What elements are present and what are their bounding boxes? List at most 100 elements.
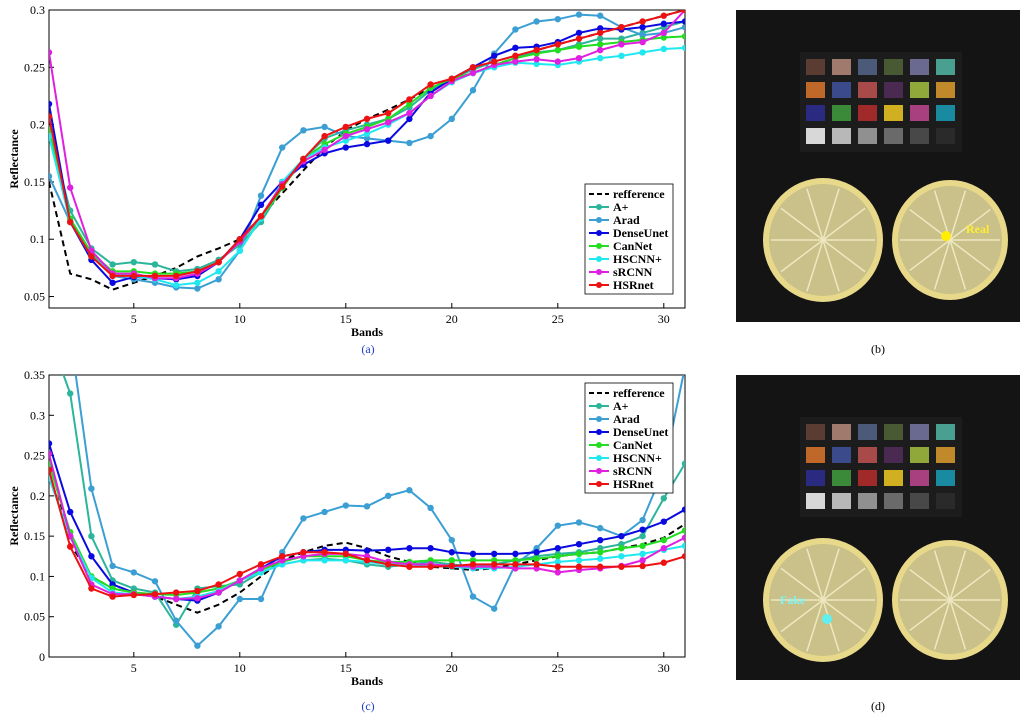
data-point (88, 532, 95, 540)
data-point (385, 546, 392, 554)
data-point (639, 32, 646, 39)
legend-label: CanNet (613, 239, 652, 253)
legend-label: HSRnet (613, 477, 654, 491)
data-point (639, 18, 646, 25)
legend-marker (596, 204, 602, 210)
y-tick-label: 0.3 (30, 3, 45, 17)
data-point (597, 25, 604, 32)
data-point (406, 563, 413, 570)
checker-patch (832, 105, 851, 121)
data-point (385, 109, 392, 117)
data-point (49, 450, 53, 458)
data-point (639, 38, 646, 46)
data-point (67, 218, 74, 226)
checker-patch (806, 59, 825, 75)
data-point (554, 58, 561, 65)
checker-patch (858, 128, 877, 144)
data-point (639, 532, 646, 540)
data-point (321, 123, 328, 131)
data-point (321, 132, 328, 140)
data-point (363, 126, 371, 133)
checker-patch (884, 82, 903, 98)
data-point (639, 550, 646, 558)
x-tick-label: 15 (340, 661, 352, 675)
checker-patch (936, 424, 955, 440)
data-point (173, 595, 180, 603)
legend-label: HSCNN+ (613, 252, 662, 266)
data-point (279, 144, 286, 151)
checker-patch (858, 82, 877, 98)
data-point (427, 563, 434, 570)
data-point (575, 541, 583, 548)
y-tick-label: 0.05 (24, 290, 45, 304)
checker-patch (936, 59, 955, 75)
data-point (575, 43, 583, 50)
data-point (236, 570, 243, 578)
data-point (151, 578, 159, 585)
x-tick-label: 30 (658, 661, 670, 675)
lemon-segment (933, 550, 951, 601)
caption: (c) (361, 699, 374, 713)
data-point (194, 268, 201, 275)
data-point (554, 15, 561, 23)
plot-area (48, 9, 686, 309)
color-checker (800, 417, 962, 517)
legend-label: A+ (613, 200, 629, 214)
data-point (257, 595, 265, 603)
data-point (554, 553, 561, 560)
checker-patch (858, 59, 877, 75)
legend-label: HSCNN+ (613, 451, 662, 465)
data-point (660, 29, 667, 37)
data-point (618, 41, 625, 48)
data-point (406, 100, 413, 108)
data-point (533, 56, 540, 63)
data-point (300, 155, 307, 163)
checker-patch (806, 128, 825, 144)
data-point (342, 144, 349, 151)
data-point (236, 577, 243, 584)
data-point (363, 503, 371, 510)
data-point (681, 506, 685, 513)
y-tick-label: 0.15 (24, 175, 45, 189)
data-point (512, 550, 519, 558)
lemon-segment (822, 207, 866, 241)
data-point (321, 549, 328, 556)
data-point (194, 285, 201, 292)
data-point (575, 563, 583, 570)
legend-label: HSRnet (613, 278, 654, 292)
data-point (151, 590, 159, 598)
data-point (109, 261, 116, 268)
lemon-segment (822, 188, 840, 241)
data-point (639, 562, 646, 570)
data-point (660, 12, 667, 19)
checker-patch (832, 493, 851, 509)
data-point (130, 569, 137, 576)
data-point (597, 46, 604, 54)
checker-patch (858, 105, 877, 121)
checker-patch (910, 470, 929, 486)
checker-patch (884, 59, 903, 75)
data-point (173, 589, 180, 596)
data-point (321, 146, 328, 154)
data-point (363, 135, 371, 142)
data-point (130, 272, 137, 280)
data-point (533, 60, 540, 68)
data-point (681, 553, 685, 560)
data-point (448, 115, 455, 123)
data-point (660, 559, 667, 566)
data-point (109, 593, 116, 600)
legend-label: sRCNN (613, 464, 653, 478)
data-point (491, 52, 498, 60)
data-point (49, 172, 53, 180)
data-point (342, 557, 349, 564)
y-tick-label: 0.3 (30, 408, 45, 422)
photo-label: Real (966, 222, 990, 236)
checker-patch (858, 447, 877, 463)
data-point (427, 132, 434, 140)
data-point (533, 18, 540, 25)
data-point (49, 440, 53, 447)
data-point (639, 557, 646, 564)
x-axis-label: Bands (351, 674, 383, 688)
checker-patch (832, 82, 851, 98)
lemon-segment (806, 599, 824, 652)
